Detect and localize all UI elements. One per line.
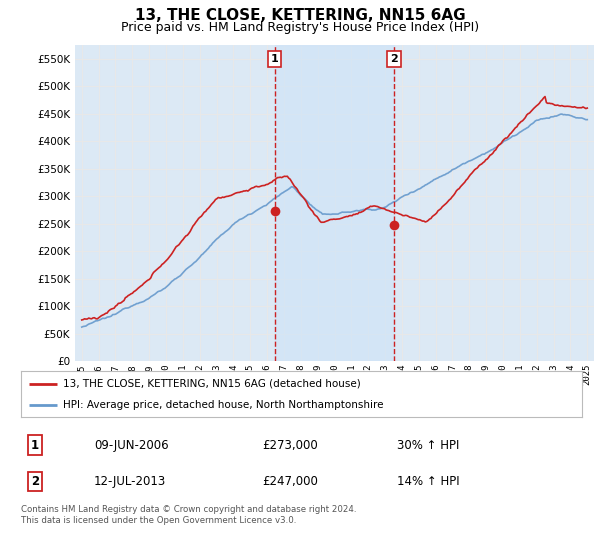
Text: 13, THE CLOSE, KETTERING, NN15 6AG (detached house): 13, THE CLOSE, KETTERING, NN15 6AG (deta… [63, 379, 361, 389]
Text: Price paid vs. HM Land Registry's House Price Index (HPI): Price paid vs. HM Land Registry's House … [121, 21, 479, 34]
Text: Contains HM Land Registry data © Crown copyright and database right 2024.
This d: Contains HM Land Registry data © Crown c… [21, 505, 356, 525]
Text: 2: 2 [31, 475, 39, 488]
Text: £247,000: £247,000 [262, 475, 318, 488]
Text: 30% ↑ HPI: 30% ↑ HPI [397, 438, 459, 452]
Bar [275, 45, 394, 361]
Text: 09-JUN-2006: 09-JUN-2006 [94, 438, 169, 452]
Text: 1: 1 [271, 54, 278, 64]
Text: 2: 2 [390, 54, 398, 64]
Text: 1: 1 [31, 438, 39, 452]
Text: 13, THE CLOSE, KETTERING, NN15 6AG: 13, THE CLOSE, KETTERING, NN15 6AG [134, 8, 466, 24]
Text: HPI: Average price, detached house, North Northamptonshire: HPI: Average price, detached house, Nort… [63, 400, 383, 410]
Text: 12-JUL-2013: 12-JUL-2013 [94, 475, 166, 488]
Text: 14% ↑ HPI: 14% ↑ HPI [397, 475, 460, 488]
Text: £273,000: £273,000 [262, 438, 318, 452]
